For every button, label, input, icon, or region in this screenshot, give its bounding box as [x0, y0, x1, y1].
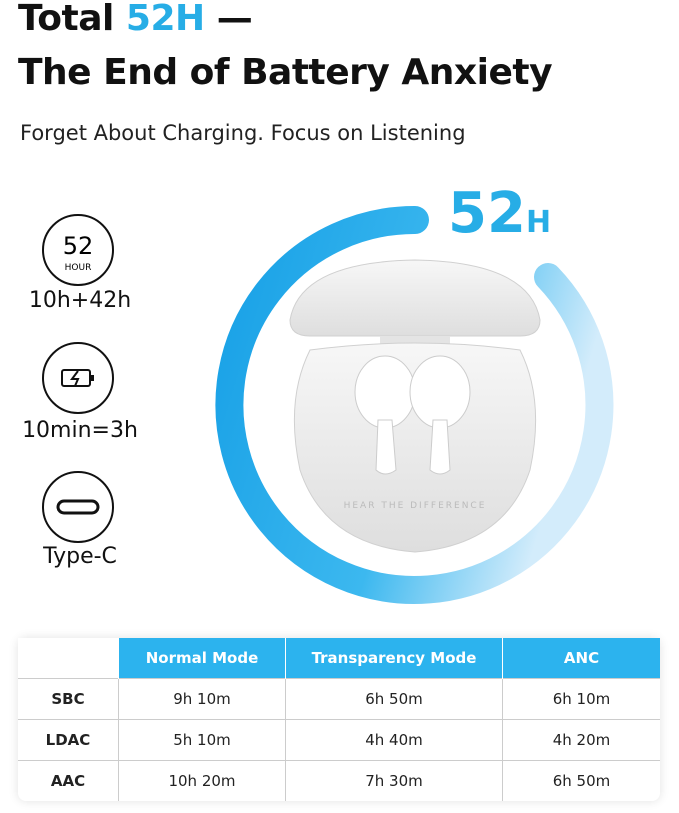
table-body: SBC 9h 10m 6h 50m 6h 10m LDAC 5h 10m 4h 40m 4h … [18, 678, 660, 801]
cell: 10h 20m [118, 760, 286, 801]
feature-label: Type-C [43, 544, 117, 569]
case-text: HEAR THE DIFFERENCE [344, 501, 487, 511]
table-row: AAC 10h 20m 7h 30m 6h 50m [18, 760, 660, 801]
cell: 5h 10m [118, 719, 286, 761]
earbud-left-stem [375, 419, 397, 475]
cell: 6h 10m [502, 678, 660, 720]
earbud-right-stem [429, 419, 451, 475]
usb-c-icon [56, 499, 100, 515]
col-header: Transparency Mode [285, 638, 503, 679]
battery-tip [90, 375, 94, 381]
corner [18, 638, 119, 679]
badge-unit: H [526, 205, 551, 240]
cell: 9h 10m [118, 678, 286, 720]
bolt [70, 370, 80, 387]
title-text: Total [18, 0, 114, 39]
cell: 6h 50m [502, 760, 660, 801]
icon-circle [42, 214, 114, 286]
title-dash: — [216, 0, 253, 39]
col-header: ANC [502, 638, 660, 679]
icon-number: 52 [63, 232, 94, 260]
feature-label: 10min=3h [22, 418, 138, 443]
header-row: Normal Mode Transparency Mode ANC [18, 638, 660, 679]
icon-unit: HOUR [65, 263, 92, 273]
title-line2: The End of Battery Anxiety [18, 52, 553, 93]
row-header: SBC [18, 678, 119, 720]
icon-circle [42, 471, 114, 543]
row-header: AAC [18, 760, 119, 801]
badge: 52H [448, 181, 551, 246]
title: Total 52H — [18, 0, 253, 39]
earbud-right [409, 355, 471, 429]
battery-table: Normal Mode Transparency Mode ANC SBC 9h 10… [18, 638, 660, 801]
cell: 4h 40m [285, 719, 503, 761]
table-row: SBC 9h 10m 6h 50m 6h 10m [18, 678, 660, 720]
cell: 7h 30m [285, 760, 503, 801]
table-row: LDAC 5h 10m 4h 40m 4h 20m [18, 719, 660, 761]
row-header: LDAC [18, 719, 119, 761]
icon-circle [42, 342, 114, 414]
cell: 4h 20m [502, 719, 660, 761]
earbud-left [354, 355, 416, 429]
cell: 6h 50m [285, 678, 503, 720]
feature-label: 10h+42h [28, 288, 132, 313]
subtitle: Forget About Charging. Focus on Listenin… [20, 121, 466, 145]
col-header: Normal Mode [118, 638, 286, 679]
badge-number: 52 [448, 181, 526, 246]
case-lid [289, 259, 541, 337]
illustration: 52H HEAR THE DIFFERENCE 52 HOUR [42, 181, 614, 604]
title-highlight: 52H [125, 0, 205, 39]
battery-ring [215, 205, 614, 604]
